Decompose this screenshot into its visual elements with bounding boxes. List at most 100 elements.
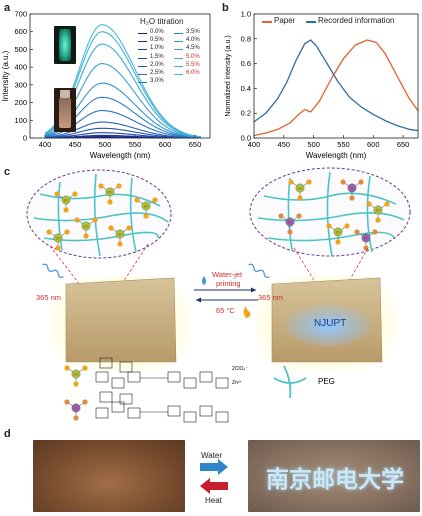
legend-title: H₂O titration <box>140 17 184 26</box>
molecule-structure-2 <box>95 391 229 423</box>
complex-arm <box>98 183 104 189</box>
zn-complex: Zn <box>134 197 158 219</box>
complex-arm <box>288 179 294 185</box>
complex-arm <box>63 207 69 213</box>
complex-arm <box>143 213 149 219</box>
zn-complex: Zn <box>54 191 78 213</box>
series-line <box>253 39 419 132</box>
legend-swatch <box>262 21 272 23</box>
uv-label-right: 365 nm <box>258 293 283 302</box>
y-tick-label: 0.6 <box>241 59 251 68</box>
zn-complex: Zn <box>340 179 364 201</box>
complex-arm <box>152 197 158 203</box>
zn-complex: Zn <box>74 217 98 239</box>
complex-arm <box>55 245 61 251</box>
complex-arm <box>46 229 52 235</box>
complex-arm <box>108 225 114 231</box>
zn-center <box>373 205 383 215</box>
legend-label: 5.5% <box>186 61 200 68</box>
zn-center <box>141 201 151 211</box>
normalized-spectra-chart: 400 450 500 550 600 650 0.0 0.2 0.4 0.6 0.8 1.0 Wave… <box>225 10 419 160</box>
peg-icon <box>273 365 307 399</box>
zn-center <box>71 403 81 413</box>
x-axis-label: Wavelength (nm) <box>90 151 151 160</box>
x-tick-label: 400 <box>248 140 261 149</box>
legend-label: 4.5% <box>186 45 200 52</box>
counterion-label: 2ClO₄⁻ <box>232 366 248 372</box>
complex-arm <box>366 201 372 207</box>
legend-label: 2.0% <box>150 61 164 68</box>
zn-center <box>71 369 81 379</box>
complex-arm <box>107 199 113 205</box>
complex-arm <box>358 179 364 185</box>
vial-photo-dry <box>54 88 76 132</box>
uv-label-left: 365 nm <box>36 293 61 302</box>
x-tick-label: 550 <box>129 140 142 149</box>
x-tick-label: 450 <box>278 140 291 149</box>
legend-label: 1.0% <box>150 45 164 52</box>
complex-arm <box>64 365 70 371</box>
x-tick-label: 400 <box>39 140 52 149</box>
legend-swatch <box>174 49 183 51</box>
complex-arm <box>372 229 378 235</box>
complex-arm <box>335 239 341 245</box>
x-tick-label: 500 <box>307 140 320 149</box>
legend-swatch <box>306 21 316 23</box>
zn-complex: Zn <box>64 399 88 421</box>
y-tick-label: 600 <box>14 27 27 36</box>
complex-arm <box>74 217 80 223</box>
zn-label: Zn <box>118 232 123 237</box>
panel-label-d: d <box>4 428 11 440</box>
y-tick-label: 700 <box>14 10 27 19</box>
x-tick-label: 500 <box>99 140 112 149</box>
legend-label: 1.5% <box>150 53 164 60</box>
x-tick-label: 550 <box>337 140 350 149</box>
x-axis-label: Wavelength (nm) <box>306 151 367 160</box>
legend-label: Recorded information <box>318 16 395 25</box>
emission-spectra-chart: 400 450 500 550 600 650 0 100 200 300 400 500 600 700… <box>1 10 211 160</box>
zn-label: Zn <box>336 230 341 235</box>
zn-center <box>347 183 357 193</box>
zn-label: Zn <box>84 224 89 229</box>
network-ellipse-left <box>26 169 172 259</box>
complex-arm <box>73 415 79 421</box>
y-tick-label: 300 <box>14 80 27 89</box>
complex-arm <box>83 233 89 239</box>
panel-label-c: c <box>4 166 11 178</box>
heat-arrow-icon <box>200 478 228 494</box>
zn-label: Zn <box>74 372 79 377</box>
complex-arm <box>375 217 381 223</box>
zn-label: Zn <box>350 186 355 191</box>
zn-label: Zn <box>376 208 381 213</box>
series-line <box>253 39 419 137</box>
complex-arm <box>134 197 140 203</box>
complex-arm <box>126 225 132 231</box>
legend-swatch <box>138 49 147 51</box>
legend-swatch <box>138 33 147 34</box>
zn-complex: Zn <box>354 229 378 251</box>
complex-arm <box>340 179 346 185</box>
complex-arm <box>92 217 98 223</box>
zn-center <box>105 187 115 197</box>
water-arrow-icon <box>200 459 228 475</box>
zn-center <box>333 227 343 237</box>
legend-label: Paper <box>274 16 296 25</box>
zn-complex: Zn <box>108 225 132 247</box>
y-tick-label: 0.0 <box>241 134 251 143</box>
y-axis-label: Normalized intensity (a.u.) <box>225 35 232 116</box>
legend-swatch <box>174 57 183 59</box>
complex-arm <box>116 183 122 189</box>
legend-label: 3.0% <box>150 78 164 85</box>
complex-arm <box>344 223 350 229</box>
panel-label-a: a <box>4 2 11 14</box>
y-tick-label: 200 <box>14 98 27 107</box>
zn-center <box>295 183 305 193</box>
zn-label: Zn <box>144 204 149 209</box>
peg-network-right <box>257 171 405 257</box>
water-label: Water <box>201 451 223 460</box>
x-tick-label: 650 <box>189 140 202 149</box>
zn-label: Zn <box>56 236 61 241</box>
y-axis-label: Intensity (a.u.) <box>1 50 10 101</box>
legend-label: 6.0% <box>186 70 200 76</box>
